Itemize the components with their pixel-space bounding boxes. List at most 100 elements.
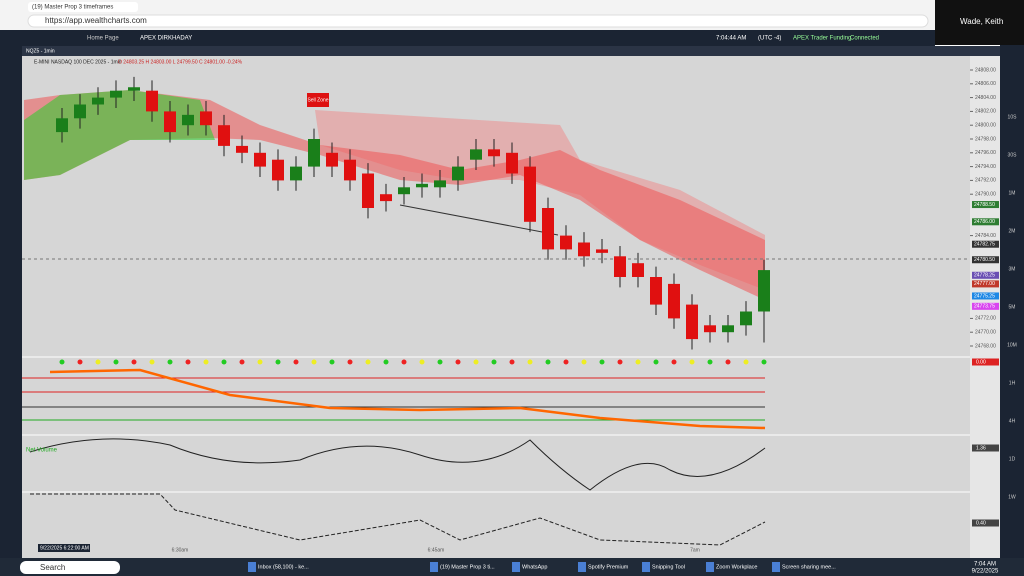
tray-time: 7:04 AM <box>974 562 996 568</box>
timeframe[interactable]: 5M <box>1009 304 1016 310</box>
candle-body <box>92 97 104 105</box>
taskbar-app[interactable]: Zoom Workplace <box>716 564 757 570</box>
taskbar-app[interactable]: Screen sharing mee... <box>782 564 836 570</box>
timezone: (UTC -4) <box>758 36 781 42</box>
timeframe[interactable]: 2M <box>1009 228 1016 234</box>
timeframe[interactable]: 1W <box>1008 494 1016 500</box>
taskbar-icon[interactable] <box>578 562 586 572</box>
signal-dot <box>113 359 119 365</box>
y-tick-label: 24808.00 <box>975 67 996 73</box>
price-label-box <box>972 201 999 209</box>
ohlc: O 24803.25 H 24803.00 L 24799.50 C 24801… <box>118 59 243 65</box>
signal-dot <box>473 359 479 365</box>
taskbar-app[interactable]: Spotify Premium <box>588 564 629 570</box>
timeframe[interactable]: 3M <box>1009 266 1016 272</box>
timeframe[interactable]: 10M <box>1007 342 1017 348</box>
candle-body <box>542 208 554 250</box>
chart-tabbar <box>22 46 1000 56</box>
candle-body <box>740 311 752 326</box>
price-label-box <box>972 302 999 310</box>
browser-tab[interactable] <box>28 2 138 12</box>
candle-body <box>524 166 536 222</box>
candle-body <box>218 125 230 146</box>
app-toolbar <box>0 30 935 46</box>
candle-body <box>344 159 356 181</box>
candle-body <box>668 283 680 319</box>
signal-dot <box>761 359 767 365</box>
taskbar-app[interactable]: Inbox (58,100) - ke... <box>258 564 309 570</box>
annotation-box <box>307 93 329 107</box>
cursor-time-box <box>38 544 90 552</box>
candle-body <box>272 159 284 181</box>
candle-body <box>560 235 572 250</box>
price-label-box <box>972 218 999 226</box>
price-label: 24780.50 <box>974 257 995 263</box>
url: https://app.wealthcharts.com <box>45 16 147 25</box>
timeframe[interactable]: 4H <box>1009 418 1016 424</box>
price-label-box <box>972 256 999 264</box>
y-tick-label: 24800.00 <box>975 123 996 129</box>
signal-dot <box>401 359 407 365</box>
taskbar-search[interactable] <box>20 561 120 574</box>
time-label: 6:45am <box>428 547 445 553</box>
taskbar-icon[interactable] <box>772 562 780 572</box>
signal-dot <box>239 359 245 365</box>
candle-body <box>650 277 662 305</box>
taskbar-icon[interactable] <box>642 562 650 572</box>
candle-body <box>434 180 446 188</box>
taskbar-icon[interactable] <box>248 562 256 572</box>
address-bar[interactable] <box>27 14 929 28</box>
candle-body <box>56 118 68 133</box>
timeframe[interactable]: 1M <box>1009 190 1016 196</box>
signal-dot <box>635 359 641 365</box>
taskbar-icon[interactable] <box>430 562 438 572</box>
taskbar-icon[interactable] <box>512 562 520 572</box>
timeframe[interactable]: 10S <box>1008 114 1018 120</box>
signal-dot <box>725 359 731 365</box>
signal-dot <box>581 359 587 365</box>
y-tick-label: 24792.00 <box>975 178 996 184</box>
trend-line <box>399 204 559 236</box>
candle-body <box>326 152 338 167</box>
candle-body <box>254 152 266 167</box>
symbol[interactable]: NQZ5 - 1min <box>26 48 55 54</box>
signal-dot <box>95 359 101 365</box>
signal-dot <box>311 359 317 365</box>
time-label: 6:30am <box>172 547 189 553</box>
candle-body <box>416 183 428 188</box>
candle-body <box>362 173 374 208</box>
y-tick-label: 24798.00 <box>975 136 996 142</box>
timeframe[interactable]: 1H <box>1009 380 1016 386</box>
signal-dot <box>257 359 263 365</box>
app-tab[interactable]: APEX DIRKHADAY <box>140 36 192 42</box>
taskbar-app[interactable]: WhatsApp <box>522 564 547 570</box>
user-panel <box>935 0 1024 45</box>
candle-body <box>470 149 482 160</box>
price-label: 24778.25 <box>974 273 995 279</box>
price-label: 24775.25 <box>974 293 995 299</box>
y-tick-label: 24772.00 <box>975 316 996 322</box>
signal-dot <box>671 359 677 365</box>
taskbar-app[interactable]: (19) Master Prop 3 ti... <box>440 564 495 570</box>
app-tab[interactable]: Home Page <box>87 36 119 42</box>
candle-body <box>488 149 500 157</box>
taskbar-app[interactable]: Snipping Tool <box>652 564 685 570</box>
tab-title: (19) Master Prop 3 timeframes <box>32 5 113 11</box>
signal-dot <box>545 359 551 365</box>
timeframe[interactable]: 1D <box>1009 456 1016 462</box>
timeframe[interactable]: 30S <box>1008 152 1018 158</box>
signal-dot <box>275 359 281 365</box>
chart-title: E-MINI NASDAQ 100 DEC 2025 - 1min <box>34 59 122 65</box>
signal-dot <box>419 359 425 365</box>
candle-body <box>704 325 716 333</box>
price-label: 24773.75 <box>974 304 995 310</box>
signal-dot <box>491 359 497 365</box>
tray-date: 9/22/2025 <box>972 569 999 575</box>
signal-dot <box>365 359 371 365</box>
price-label-box <box>972 271 999 279</box>
histogram-line <box>30 493 766 546</box>
taskbar-icon[interactable] <box>706 562 714 572</box>
y-tick-label: 24802.00 <box>975 109 996 115</box>
pane-label-box <box>972 519 999 527</box>
signal-dot <box>455 359 461 365</box>
